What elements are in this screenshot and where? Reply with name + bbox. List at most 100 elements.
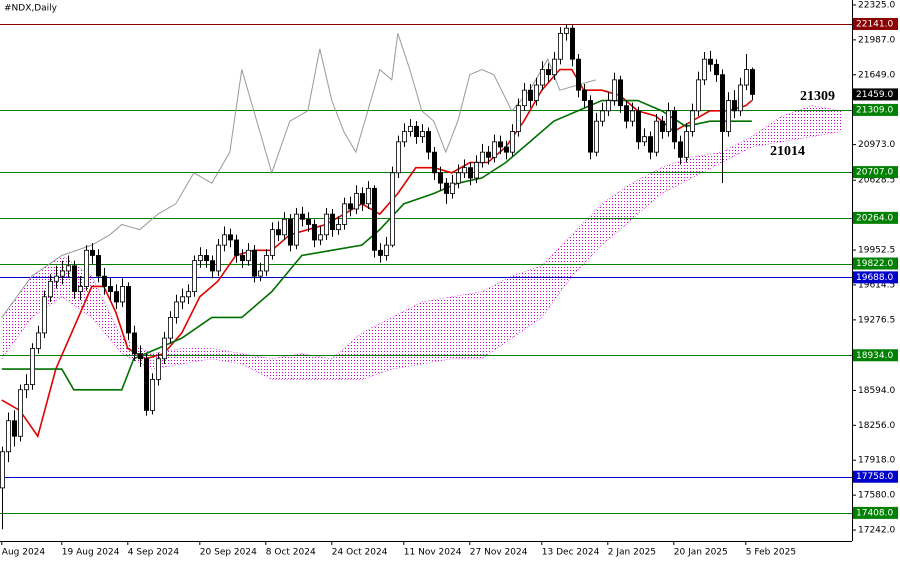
candle-body [552,58,558,76]
candle-body [564,27,570,34]
y-tick-label: 18594.0 [858,386,895,396]
y-tick-label: 17242.0 [858,526,895,536]
candle-body [473,162,479,179]
candle-body [66,265,72,272]
candle-body [269,229,275,256]
candle-body [750,69,756,95]
candle-body [588,100,594,153]
candle-body [371,187,377,251]
candle-body [359,193,365,205]
candle-body [437,172,443,184]
candle-body [726,100,732,132]
y-tick-label: 19952.5 [858,246,895,256]
candle-body [516,105,522,132]
cloud-edge [1,105,842,360]
candle-body [534,84,540,101]
candle-body [11,420,17,437]
candle-body [311,224,317,241]
candle-body [570,27,576,60]
candle-body [221,234,227,246]
x-tick-label: 20 Jan 2025 [674,548,728,558]
current-price-box [853,88,898,101]
candle-body [401,131,407,143]
y-tick-label: 21649.0 [858,70,895,80]
candle-body [126,286,132,334]
candle-body [263,255,269,272]
candle-body [149,379,155,411]
candle-body [720,74,726,132]
candle-body [606,100,612,112]
annotation: 21309 [800,89,835,104]
candle-body [72,265,78,293]
candle-body [582,89,588,101]
annotation: 21014 [770,144,805,159]
candle-body [6,420,11,453]
candle-body [209,260,215,272]
candle-body [612,79,618,101]
candle-body [281,218,287,236]
candle-body [335,224,341,231]
candle-body [203,255,209,262]
candle-body [714,63,720,76]
candle-body [540,69,546,86]
candle-body [738,84,744,112]
candle-body [102,275,108,287]
candle-body [744,69,750,86]
candle-body [143,358,149,411]
level-label: 20707.0 [856,168,893,178]
x-tick-label: 24 Oct 2024 [332,548,388,558]
candle-body [317,234,323,241]
candle-body [287,218,293,246]
candle-body [413,125,419,138]
level-label: 18934.0 [856,351,893,361]
candle-body [60,270,66,277]
ichimoku-cloud [1,105,842,380]
candle-body [503,146,509,153]
candle-body [227,234,233,241]
candle-body [347,203,353,210]
candle-body [365,187,371,205]
level-label: 22141.0 [856,19,893,29]
candle-body [0,451,5,489]
current-price-label: 21459.0 [856,90,893,100]
level-label: 19822.0 [856,259,893,269]
candle-body [696,79,702,112]
candle-body [84,249,90,287]
candle-body [96,255,102,277]
level-label: 21309.0 [856,105,893,115]
candle-body [383,244,389,256]
candle-body [443,182,449,194]
candle-body [173,301,179,318]
candle-body [329,213,335,231]
candle-body [708,58,714,65]
candle-body [732,100,738,112]
y-tick-label: 18256.0 [858,421,895,431]
x-tick-label: 27 Nov 2024 [470,548,528,558]
candle-body [36,332,42,349]
x-tick-label: 8 Oct 2024 [266,548,316,558]
candle-body [642,136,648,143]
y-tick-label: 19276.5 [858,315,895,325]
candle-body [678,141,684,158]
candle-body [449,182,455,194]
candle-body [323,213,329,236]
candle-body [576,58,582,91]
candle-body [702,58,708,81]
candle-body [624,105,630,122]
candle-body [684,131,690,158]
level-box [853,166,898,179]
y-tick-label: 17918.0 [858,456,895,466]
candle-body [108,286,114,293]
y-tick-label: 20973.0 [858,140,895,150]
candle-body [497,141,503,148]
candle-body [419,131,425,138]
y-tick-label: 19614.5 [858,280,895,290]
candle-body [257,270,263,277]
candle-body [690,110,696,132]
x-tick-label: 13 Dec 2024 [542,548,600,558]
candle-body [491,141,497,158]
candle-body [522,89,528,107]
candle-body [275,229,281,236]
chart-title: #NDX,Daily [4,4,58,14]
